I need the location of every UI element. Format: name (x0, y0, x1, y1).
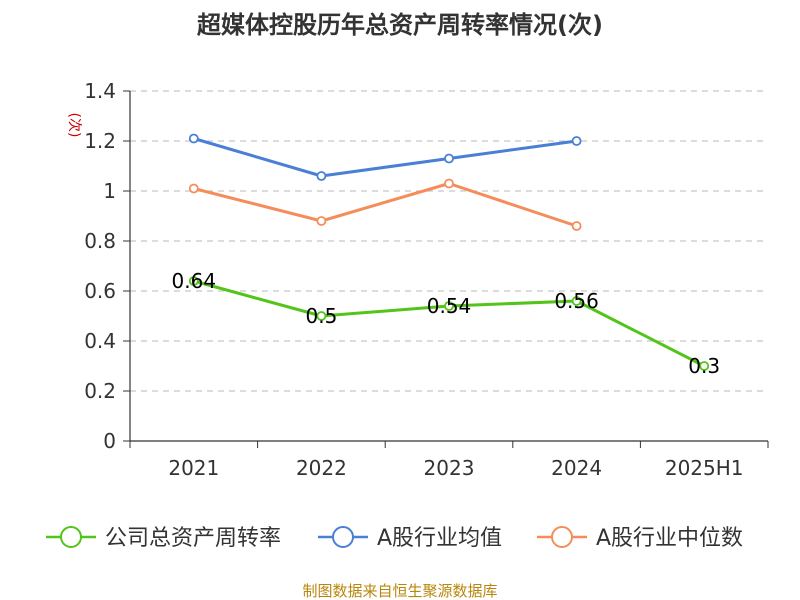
axes: 0 0.2 0.4 0.6 0.8 1 1.2 1.4 2021 2022 2023 2024 2025… (84, 79, 769, 480)
data-label: 0.56 (554, 289, 599, 313)
legend-item-1[interactable]: A股行业均值 (318, 526, 502, 551)
y-tick-label: 0.4 (84, 329, 116, 353)
legend[interactable]: 公司总资产周转率 A股行业均值 A股行业中位数 (46, 526, 743, 551)
legend-item-0[interactable]: 公司总资产周转率 (46, 526, 281, 551)
series-1-point[interactable] (571, 136, 582, 146)
x-tick-label: 2023 (424, 456, 475, 480)
series-layer (188, 133, 710, 371)
legend-swatch-marker (551, 526, 573, 548)
y-tick-label: 0.6 (84, 279, 116, 303)
data-label: 0.64 (172, 269, 217, 293)
y-tick-label: 0.2 (84, 379, 116, 403)
source-note: 制图数据来自恒生聚源数据库 (302, 582, 497, 600)
data-label: 0.3 (688, 354, 720, 378)
data-label: 0.54 (427, 294, 472, 318)
y-tick-label: 1 (103, 179, 116, 203)
legend-swatch-marker (60, 526, 82, 548)
series-2-point[interactable] (571, 221, 582, 231)
y-tick-label: 0.8 (84, 229, 116, 253)
data-label: 0.5 (305, 304, 337, 328)
series-1-point[interactable] (316, 171, 327, 181)
series-1-point[interactable] (188, 133, 199, 144)
y-tick-label: 0 (103, 429, 116, 453)
series-0-point[interactable] (444, 301, 454, 311)
x-tick-label: 2022 (296, 456, 347, 480)
x-tick-label: 2024 (551, 456, 602, 480)
y-axis-label: (次) (66, 113, 82, 138)
chart-title: 超媒体控股历年总资产周转率情况(次) (197, 11, 603, 39)
series-2-point[interactable] (444, 178, 454, 189)
series-0-point[interactable] (699, 361, 710, 371)
series-2-point[interactable] (316, 216, 327, 226)
series-line-2 (193, 182, 578, 228)
series-0-point[interactable] (316, 311, 327, 321)
legend-label: 公司总资产周转率 (105, 526, 281, 551)
legend-swatch-marker (332, 526, 354, 548)
series-2-point[interactable] (188, 183, 199, 194)
series-line-1 (193, 137, 577, 178)
legend-label: A股行业均值 (377, 526, 502, 551)
y-tick-label: 1.2 (84, 129, 116, 153)
series-1-point[interactable] (444, 153, 454, 164)
series-0-point[interactable] (571, 296, 582, 306)
legend-item-2[interactable]: A股行业中位数 (537, 526, 743, 551)
grid (130, 90, 768, 392)
data-labels: 0.64 0.5 0.54 0.56 0.3 (172, 269, 721, 378)
x-tick-label: 2021 (168, 456, 219, 480)
x-tick-label: 2025H1 (665, 456, 744, 480)
y-tick-label: 1.4 (84, 79, 116, 103)
legend-label: A股行业中位数 (596, 526, 743, 551)
series-0-point[interactable] (188, 276, 199, 286)
